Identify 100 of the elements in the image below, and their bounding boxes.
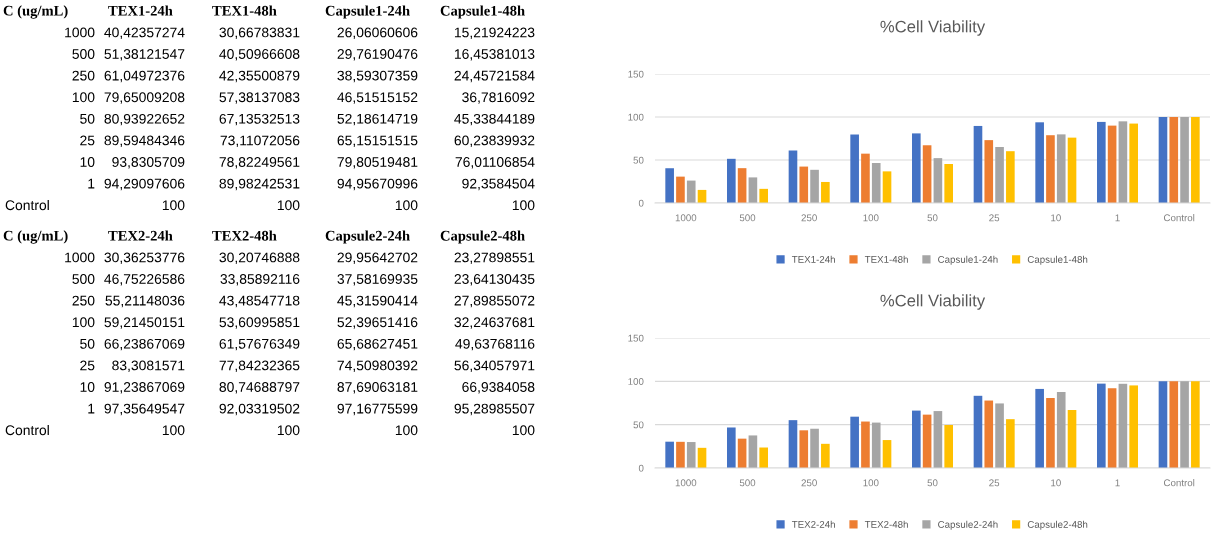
text: 1000 xyxy=(65,27,95,38)
text: 33,85892116 xyxy=(220,274,300,286)
text: 100 xyxy=(72,92,95,103)
bar xyxy=(850,416,859,468)
legend-label: Capsule1-24h xyxy=(938,255,998,265)
bar xyxy=(1067,409,1077,468)
bar xyxy=(861,421,870,468)
text: 15,21924223 xyxy=(454,27,535,39)
x-tick-label: 50 xyxy=(927,479,938,487)
text: 45,31590414 xyxy=(337,295,418,308)
bar xyxy=(1107,125,1117,203)
text: 29,76190476 xyxy=(337,49,418,61)
text: 77,84232365 xyxy=(219,360,300,372)
text: TEX2-48h xyxy=(212,230,277,241)
text: 92,03319502 xyxy=(219,403,300,416)
text: 24,45721584 xyxy=(454,70,535,83)
text: Capsule2-24h xyxy=(325,230,410,244)
x-tick-label: 100 xyxy=(863,214,879,222)
text: 65,15151515 xyxy=(337,135,418,147)
text: 46,75226586 xyxy=(104,274,185,286)
bar xyxy=(676,176,685,203)
bar xyxy=(1191,381,1200,468)
x-tick-label: 250 xyxy=(801,479,817,487)
text: 1 xyxy=(88,178,95,189)
x-tick-label: 10 xyxy=(1051,479,1061,487)
text: 26,06060606 xyxy=(337,27,418,39)
text: 52,39651416 xyxy=(337,317,418,329)
bar xyxy=(1056,134,1066,203)
bar xyxy=(871,422,881,468)
legend-label: TEX2-24h xyxy=(791,520,835,528)
text: 27,89855072 xyxy=(454,295,535,308)
y-tick-label: 100 xyxy=(628,378,644,385)
text: 25 xyxy=(80,360,95,371)
text: 87,69063181 xyxy=(337,382,418,394)
text: 36,7816092 xyxy=(462,92,535,104)
text: C (ug/mL) xyxy=(3,5,68,19)
text: 42,35500879 xyxy=(219,70,300,83)
text: 10 xyxy=(80,382,95,392)
bar xyxy=(799,430,809,468)
text: 50 xyxy=(80,338,95,349)
text: Control xyxy=(5,199,49,211)
x-tick-label: 25 xyxy=(989,479,1000,487)
x-tick-label: 250 xyxy=(801,214,817,222)
bar xyxy=(1097,383,1106,468)
text: 45,33844189 xyxy=(454,113,535,126)
text: 61,04972376 xyxy=(104,70,185,83)
x-tick-label: 25 xyxy=(989,214,1000,222)
bar xyxy=(788,150,798,203)
text: 56,34057971 xyxy=(454,360,535,372)
legend-label: Capsule2-48h xyxy=(1027,520,1088,530)
bar xyxy=(1191,117,1200,203)
bar xyxy=(944,164,953,203)
text: 46,51515152 xyxy=(337,92,418,104)
text: 100 xyxy=(512,425,535,436)
bar xyxy=(748,177,758,203)
text: Capsule1-48h xyxy=(440,5,525,19)
text: 89,98242531 xyxy=(219,178,300,191)
bar xyxy=(821,443,830,468)
bar xyxy=(850,134,859,203)
text: 100 xyxy=(395,200,418,211)
text: 94,95670996 xyxy=(337,178,418,191)
bar xyxy=(871,163,881,203)
legend-label: TEX1-24h xyxy=(791,255,835,263)
text: 23,27898551 xyxy=(454,252,535,264)
bar xyxy=(727,158,736,203)
bar xyxy=(973,125,983,203)
text: 60,23839932 xyxy=(454,135,535,147)
text: 79,65009208 xyxy=(104,92,185,104)
text: TEX1-24h xyxy=(108,5,173,16)
bar xyxy=(1035,122,1044,203)
bar xyxy=(1129,123,1138,203)
text: 100 xyxy=(277,200,300,211)
text: 100 xyxy=(162,200,185,211)
text: 100 xyxy=(277,425,300,436)
text: 59,21450151 xyxy=(104,317,185,329)
x-tick-label: 1000 xyxy=(675,214,697,222)
bar xyxy=(882,171,892,203)
bar xyxy=(1006,151,1015,203)
legend-label: Capsule2-24h xyxy=(938,520,998,530)
y-tick-label: 100 xyxy=(628,113,644,121)
text: 49,63768116 xyxy=(455,338,535,351)
chart-title: %Cell Viability xyxy=(880,294,986,310)
text: 100 xyxy=(512,200,535,211)
bar xyxy=(676,441,685,468)
bar xyxy=(1118,383,1128,468)
y-tick-label: 150 xyxy=(628,70,644,78)
text: Capsule2-48h xyxy=(440,230,525,244)
text: 16,45381013 xyxy=(454,49,535,61)
text: 250 xyxy=(72,295,95,306)
x-tick-label: 1000 xyxy=(675,479,697,487)
text: 43,48547718 xyxy=(219,295,300,308)
bar xyxy=(1006,419,1015,468)
text: 100 xyxy=(72,317,95,328)
bar xyxy=(1118,121,1128,203)
text: 91,23867069 xyxy=(104,382,185,394)
y-tick-label: 150 xyxy=(628,334,644,342)
bar xyxy=(810,169,819,203)
y-tick-label: 50 xyxy=(633,421,644,429)
bar xyxy=(759,188,768,203)
text: 40,42357274 xyxy=(104,27,185,39)
